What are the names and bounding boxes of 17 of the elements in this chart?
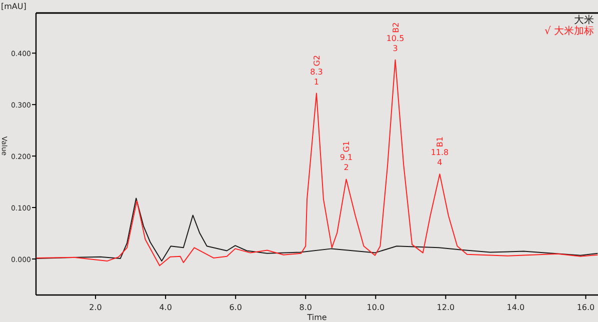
x-tick-label: 14.0 bbox=[506, 303, 525, 312]
x-tick-label: 6.0 bbox=[229, 303, 242, 312]
x-tick-label: 12.0 bbox=[436, 303, 455, 312]
annotation: G1 9.1 2 bbox=[340, 140, 353, 172]
x-tick-label: 8.0 bbox=[299, 303, 312, 312]
annotation: B1 11.8 4 bbox=[430, 136, 449, 168]
line-series bbox=[36, 198, 598, 262]
x-axis-title: Time bbox=[306, 313, 327, 322]
x-tick-label: 2.0 bbox=[89, 303, 102, 312]
x-tick-label: 16.0 bbox=[576, 303, 595, 312]
text: 大米 bbox=[574, 14, 594, 26]
text: √ 大米加标 bbox=[544, 25, 594, 37]
x-tick-label: 10.0 bbox=[366, 303, 385, 312]
x-tick-label: 4.0 bbox=[159, 303, 172, 312]
annotation: G2 8.3 1 bbox=[310, 54, 323, 86]
annotation: B2 10.5 3 bbox=[386, 22, 404, 53]
text: [mAU] bbox=[1, 2, 26, 11]
